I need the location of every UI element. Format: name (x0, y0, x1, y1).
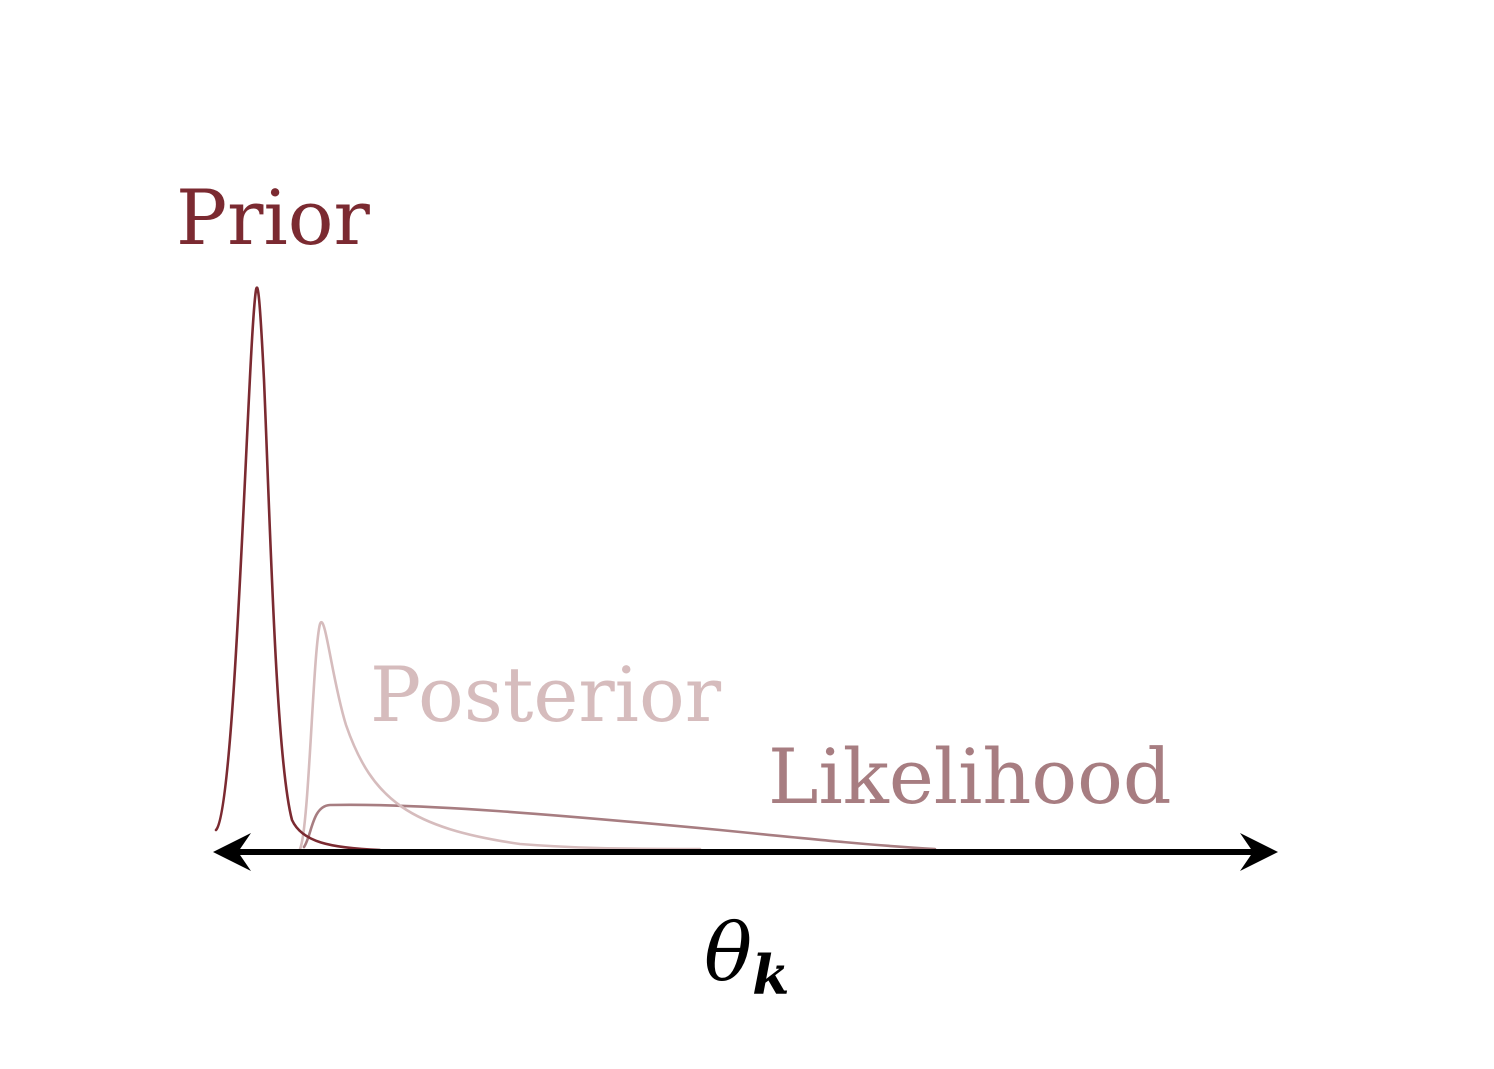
right-arrowhead (1240, 833, 1278, 871)
axis-label: θk (704, 906, 790, 1007)
likelihood-curve (302, 803, 937, 851)
posterior-label: Posterior (370, 650, 722, 739)
posterior-curve (298, 620, 702, 851)
theta-axis (213, 833, 1278, 871)
axis-subscript: k (752, 943, 789, 1007)
likelihood-label: Likelihood (768, 732, 1172, 821)
left-arrowhead (213, 833, 251, 871)
axis-symbol: θ (704, 906, 752, 999)
prior-curve (214, 286, 382, 852)
prior-label: Prior (176, 173, 371, 262)
